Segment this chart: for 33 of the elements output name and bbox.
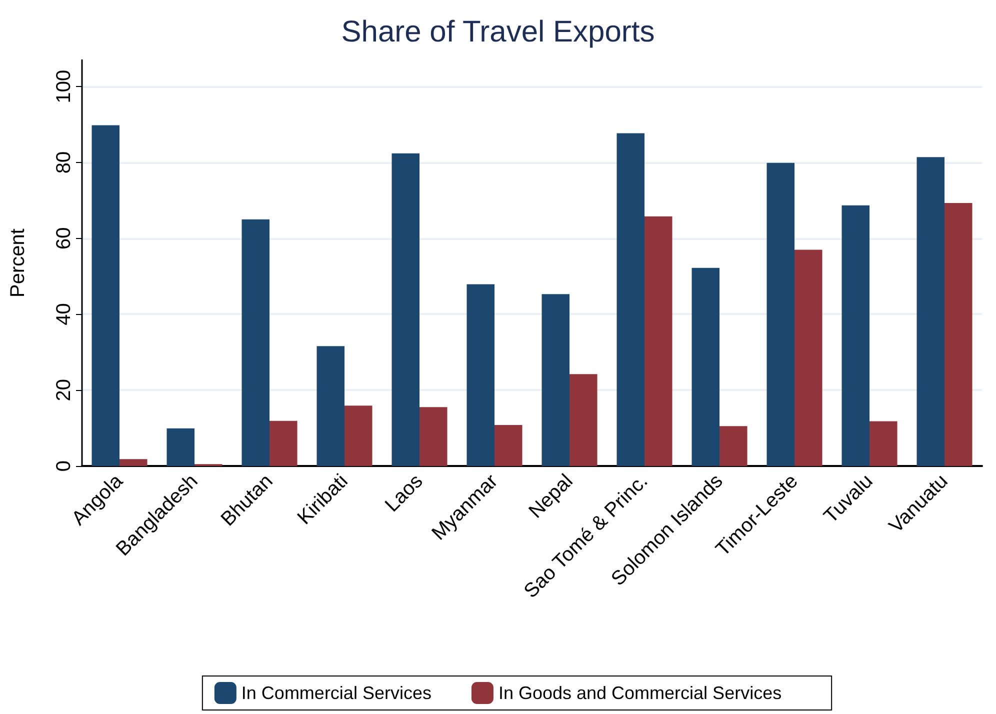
bar <box>316 346 344 466</box>
bar <box>344 406 372 466</box>
legend-label: In Commercial Services <box>241 683 432 703</box>
y-tick-label: 100 <box>53 70 75 104</box>
bar <box>616 133 644 466</box>
bar <box>392 153 420 466</box>
bar <box>466 284 494 466</box>
bar <box>944 203 972 466</box>
y-tick-label: 0 <box>53 460 75 472</box>
bar <box>542 294 570 466</box>
legend-label: In Goods and Commercial Services <box>498 683 782 703</box>
bar <box>842 205 870 466</box>
bar <box>242 219 270 466</box>
y-axis-title: Percent <box>7 228 29 298</box>
bar <box>766 162 794 466</box>
bar <box>166 428 194 466</box>
bar <box>916 157 944 466</box>
bar <box>692 268 720 466</box>
y-tick-label: 60 <box>53 227 75 250</box>
bar <box>794 250 822 466</box>
y-tick-label: 40 <box>53 303 75 326</box>
bar <box>494 425 522 466</box>
bar <box>720 426 748 466</box>
bar <box>120 459 148 466</box>
bar <box>420 407 448 466</box>
y-tick-label: 20 <box>53 378 75 402</box>
bar <box>570 374 598 466</box>
bar <box>644 216 672 466</box>
bar <box>270 420 298 466</box>
bar <box>870 421 898 466</box>
bar <box>92 125 120 466</box>
y-tick-label: 80 <box>53 151 75 174</box>
chart-title: Share of Travel Exports <box>341 16 655 48</box>
